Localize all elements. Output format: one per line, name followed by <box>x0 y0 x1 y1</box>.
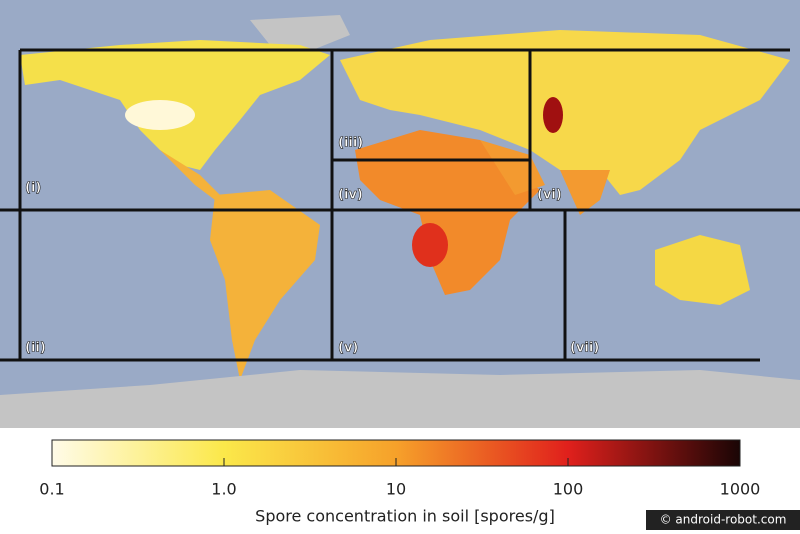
tick-label: 1000 <box>720 480 761 499</box>
map <box>0 0 800 428</box>
tick-label: 1.0 <box>211 480 236 499</box>
region-label: (vii) <box>570 341 599 356</box>
region-label: (i) <box>25 181 41 196</box>
watermark: © android-robot.com <box>660 513 787 527</box>
antarctica <box>0 370 800 428</box>
india <box>560 170 610 215</box>
high-area <box>412 223 448 267</box>
region-label: (ii) <box>25 341 46 356</box>
tick-label: 100 <box>553 480 584 499</box>
low-area <box>125 100 195 130</box>
tick-label: 10 <box>386 480 406 499</box>
tick-label: 0.1 <box>39 480 64 499</box>
south-america <box>210 190 320 380</box>
high-area <box>543 97 563 133</box>
region-label: (iv) <box>338 188 363 203</box>
region-label: (v) <box>338 341 358 356</box>
region-label: (iii) <box>338 136 363 151</box>
region-boxes <box>0 48 800 362</box>
eurasia <box>340 30 790 195</box>
watermark-bg <box>646 510 800 530</box>
colorbar-label: Spore concentration in soil [spores/g] <box>255 507 555 526</box>
australia <box>655 235 750 305</box>
region-label: (vi) <box>537 188 562 203</box>
central-america <box>160 150 220 200</box>
africa <box>355 130 540 295</box>
